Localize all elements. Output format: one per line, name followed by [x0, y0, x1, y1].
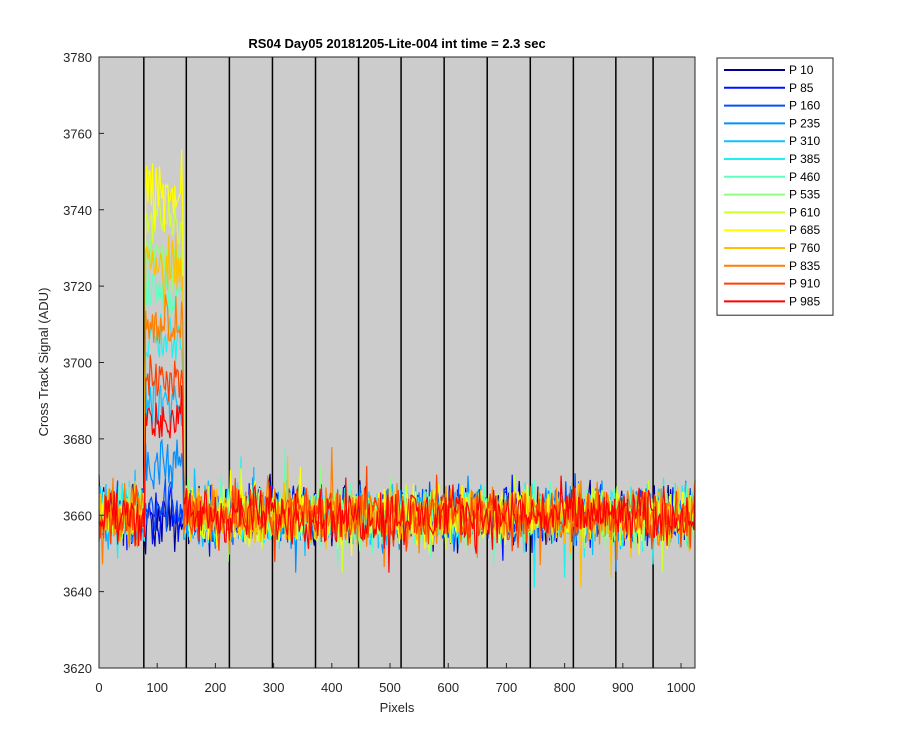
legend-label: P 535 [789, 188, 820, 202]
y-axis-label: Cross Track Signal (ADU) [36, 288, 51, 437]
legend-label: P 835 [789, 259, 820, 273]
legend-label: P 85 [789, 81, 814, 95]
x-tick-label: 0 [95, 680, 102, 695]
x-tick-label: 900 [612, 680, 634, 695]
legend-label: P 685 [789, 223, 820, 237]
legend-label: P 160 [789, 99, 820, 113]
x-tick-label: 1000 [667, 680, 696, 695]
legend-label: P 10 [789, 63, 814, 77]
x-axis-label: Pixels [380, 700, 415, 715]
x-axis-ticks: 0 100 200 300 400 500 600 700 800 900 1000 [95, 663, 695, 695]
y-tick-label: 3680 [63, 432, 92, 447]
y-tick-label: 3760 [63, 126, 92, 141]
y-tick-label: 3700 [63, 356, 92, 371]
y-tick-label: 3620 [63, 661, 92, 676]
series-line-p985 [98, 385, 696, 573]
y-tick-label: 3720 [63, 279, 92, 294]
chart-title: RS04 Day05 20181205-Lite-004 int time = … [248, 36, 545, 51]
x-tick-label: 100 [146, 680, 168, 695]
legend-label: P 910 [789, 277, 820, 291]
x-tick-label: 700 [496, 680, 518, 695]
y-axis-ticks: 3620 3640 3660 3680 3700 3720 3740 3760 3780 [63, 50, 104, 676]
x-tick-label: 800 [554, 680, 576, 695]
x-tick-label: 400 [321, 680, 343, 695]
series-layer [98, 148, 696, 588]
legend-label: P 310 [789, 134, 820, 148]
x-tick-label: 300 [263, 680, 285, 695]
y-tick-label: 3780 [63, 50, 92, 65]
y-tick-label: 3740 [63, 203, 92, 218]
x-tick-label: 200 [205, 680, 227, 695]
series-line-p835 [98, 294, 696, 568]
legend: P 10 P 85 P 160 P 235 P 310 P 385 P 460 P 535 P … [716, 57, 834, 316]
legend-label: P 985 [789, 294, 820, 308]
legend-label: P 385 [789, 152, 820, 166]
legend-label: P 235 [789, 116, 820, 130]
legend-label: P 760 [789, 241, 820, 255]
vertical-markers [143, 57, 654, 668]
plot-background [99, 57, 695, 668]
y-tick-label: 3640 [63, 585, 92, 600]
x-tick-label: 500 [379, 680, 401, 695]
legend-label: P 460 [789, 170, 820, 184]
legend-box [716, 57, 834, 316]
legend-label: P 610 [789, 205, 820, 219]
y-tick-label: 3660 [63, 508, 92, 523]
x-tick-label: 600 [437, 680, 459, 695]
